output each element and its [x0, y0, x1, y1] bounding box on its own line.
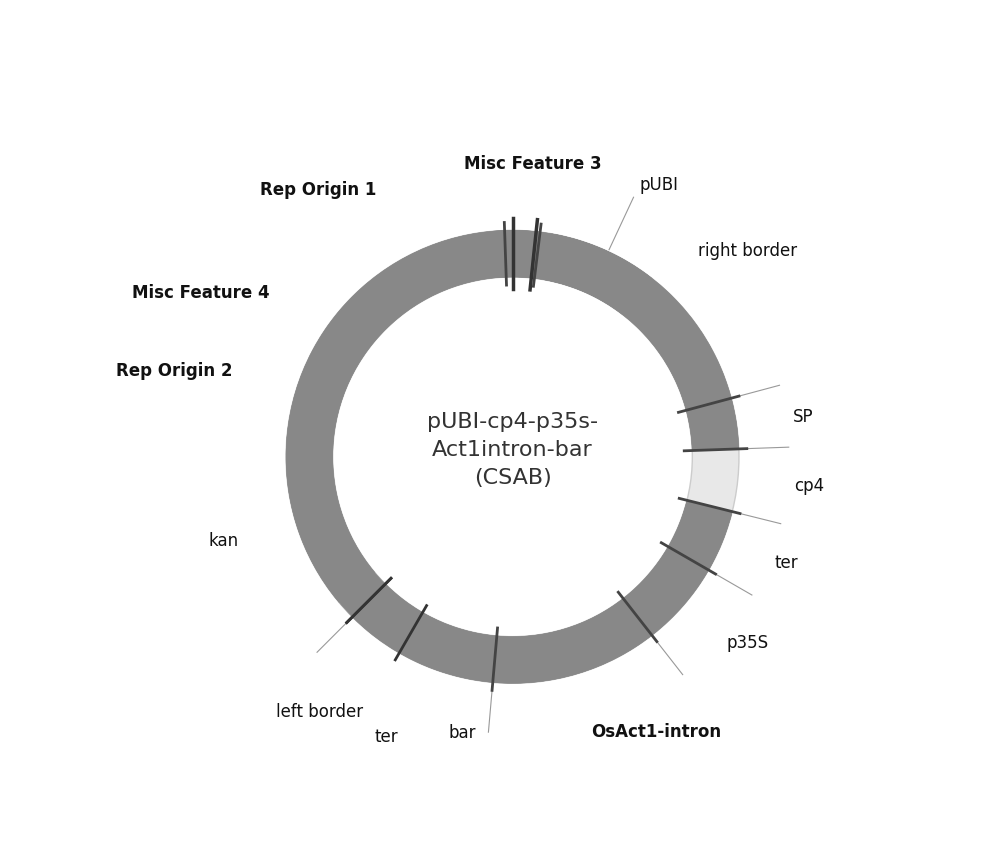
Wedge shape [352, 584, 423, 653]
Text: kan: kan [208, 531, 239, 549]
Wedge shape [623, 547, 709, 635]
Wedge shape [686, 398, 739, 451]
Text: Misc Feature 4: Misc Feature 4 [132, 284, 270, 302]
Wedge shape [493, 599, 652, 683]
Wedge shape [287, 350, 354, 441]
Wedge shape [339, 231, 497, 341]
Text: p35S: p35S [726, 633, 768, 651]
Text: OsAct1-intron: OsAct1-intron [591, 723, 722, 741]
Text: bar: bar [449, 724, 476, 741]
Wedge shape [399, 612, 451, 670]
Text: pUBI-cp4-p35s-
Act1intron-bar
(CSAB): pUBI-cp4-p35s- Act1intron-bar (CSAB) [427, 412, 598, 488]
Text: cp4: cp4 [794, 477, 824, 496]
Wedge shape [313, 311, 375, 372]
Wedge shape [286, 437, 375, 602]
Text: right border: right border [698, 242, 797, 260]
Wedge shape [286, 230, 739, 683]
Text: Rep Origin 2: Rep Origin 2 [116, 362, 232, 380]
Text: ter: ter [775, 554, 799, 572]
Text: Rep Origin 1: Rep Origin 1 [260, 181, 376, 199]
Wedge shape [668, 500, 732, 570]
Wedge shape [435, 625, 497, 682]
Text: pUBI: pUBI [639, 176, 678, 194]
Text: ter: ter [374, 728, 398, 746]
Text: SP: SP [793, 408, 813, 426]
Wedge shape [493, 230, 652, 315]
Wedge shape [286, 230, 739, 683]
Text: Misc Feature 3: Misc Feature 3 [464, 155, 602, 173]
Wedge shape [493, 230, 544, 279]
Text: left border: left border [276, 703, 363, 721]
Wedge shape [544, 234, 731, 410]
